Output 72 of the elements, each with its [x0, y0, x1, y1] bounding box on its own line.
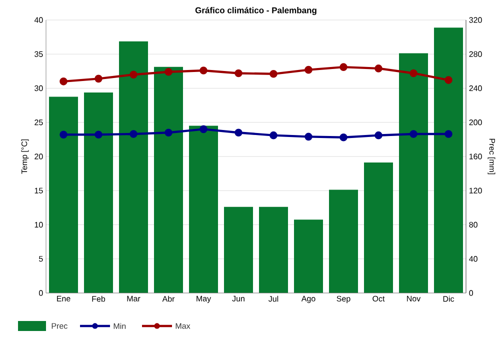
- point: [340, 133, 348, 142]
- x-tick-label: Jun: [232, 296, 244, 302]
- x-tick-label: Mar: [127, 296, 140, 302]
- point: [94, 130, 102, 139]
- y2-tick-label: 0: [469, 290, 474, 296]
- x-tick-label: May: [196, 296, 212, 304]
- x-tick-label: Sep: [336, 296, 350, 304]
- point: [200, 125, 208, 134]
- point: [200, 66, 208, 74]
- x-tick-label: Nov: [407, 296, 421, 302]
- y2-tick-label: 120: [469, 188, 482, 194]
- bar: [49, 96, 78, 293]
- x-tick-label: Oct: [372, 296, 385, 302]
- y-tick-label: 35: [34, 51, 43, 57]
- point: [234, 128, 242, 137]
- y2-tick-label: 160: [469, 154, 482, 160]
- y-tick-label: 25: [34, 120, 43, 126]
- x-tick-label: Feb: [92, 296, 106, 302]
- point: [270, 131, 278, 140]
- legend-label: Max: [176, 323, 190, 329]
- bar: [364, 162, 393, 293]
- y-tick-label: 30: [34, 85, 43, 92]
- point: [410, 130, 418, 138]
- point: [164, 128, 172, 137]
- bar: [294, 220, 323, 293]
- y2-tick-label: 320: [469, 17, 482, 23]
- y2-tick-label: 80: [469, 222, 478, 228]
- point: [234, 69, 242, 78]
- y-tick-label: 10: [34, 222, 43, 228]
- x-tick-label: Abr: [162, 296, 175, 302]
- x-tick-label: Dic: [443, 296, 454, 302]
- bar: [259, 206, 288, 293]
- legend-label: Prec: [52, 323, 68, 329]
- bar: [434, 28, 463, 293]
- point: [94, 74, 102, 83]
- point: [410, 69, 418, 78]
- point: [304, 132, 312, 141]
- x-tick-label: Ene: [57, 296, 70, 302]
- point: [374, 64, 382, 72]
- bar: [224, 206, 254, 293]
- point: [270, 70, 278, 78]
- y2-tick-label: 40: [469, 256, 478, 262]
- y-tick-label: 20: [34, 154, 43, 160]
- y2-tick-label: 200: [469, 120, 482, 126]
- bar: [329, 190, 358, 293]
- legend-label: Min: [114, 323, 126, 329]
- y-tick-label: 0: [39, 290, 43, 296]
- point: [304, 66, 312, 74]
- chart-title: Gráfico climático - Palembang: [195, 6, 316, 16]
- y-tick-label: 5: [39, 256, 43, 262]
- y-tick-label: 40: [34, 17, 43, 23]
- y2-axis-title: Prec [mm]: [488, 138, 496, 174]
- x-tick-label: Jul: [268, 296, 278, 302]
- point: [444, 130, 452, 138]
- point: [130, 130, 138, 138]
- point: [164, 68, 172, 76]
- x-tick-label: Ago: [301, 296, 316, 304]
- bar: [154, 66, 184, 293]
- y2-tick-label: 280: [469, 51, 482, 57]
- bar: [189, 126, 218, 293]
- y-tick-label: 15: [34, 188, 43, 194]
- point: [340, 63, 348, 71]
- point: [130, 70, 138, 78]
- bar: [399, 53, 428, 293]
- bar: [84, 92, 114, 293]
- y2-tick-label: 240: [469, 85, 482, 92]
- point: [444, 76, 452, 84]
- point: [60, 78, 68, 86]
- y-axis-title: Temp [°C]: [21, 139, 29, 174]
- point: [60, 130, 68, 139]
- point: [374, 131, 382, 140]
- bar: [119, 41, 148, 293]
